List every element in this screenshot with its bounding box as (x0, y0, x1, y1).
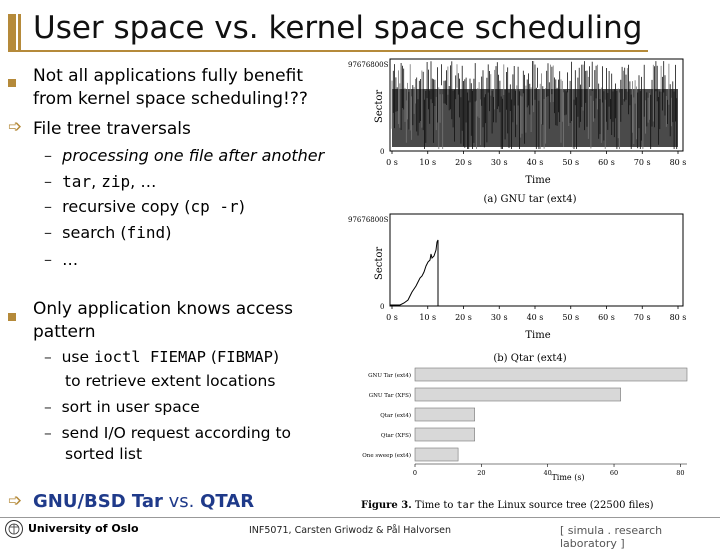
plot-a-tick-label: 80 s (670, 158, 687, 167)
bar (414, 407, 476, 422)
sub-bullet-5: – … (44, 250, 79, 269)
plot-a-tick-label: 0 s (386, 158, 398, 167)
plot-a-ymax: 97676800S (348, 61, 389, 69)
bar-chart-tick-label: 60 (610, 469, 618, 477)
page-title: User space vs. kernel space scheduling (33, 10, 643, 46)
bar (414, 387, 621, 402)
plot-b-tick-label: 30 s (491, 313, 508, 322)
plot-b-tick-label: 0 s (386, 313, 398, 322)
figure-caption: Figure 3. Time to tar the Linux source t… (361, 500, 654, 510)
plot-a-caption: (a) GNU tar (ext4) (484, 194, 577, 205)
plot-b-caption: (b) Qtar (ext4) (493, 353, 566, 364)
plot-b-tick-label: 10 s (419, 313, 436, 322)
bar-label: GNU Tar (XFS) (369, 392, 411, 399)
gnu-tar-label: GNU/BSD Tar (33, 491, 163, 512)
bar (414, 367, 688, 382)
plot-b-ymax: 97676800S (348, 216, 389, 224)
code-fibmap: FIBMAP (216, 348, 273, 366)
dash-icon: – (44, 146, 63, 165)
course-info: INF5071, Carsten Griwodz & Pål Halvorsen (249, 525, 452, 536)
plot-b-tick-label: 80 s (670, 313, 687, 322)
bar (414, 447, 459, 462)
plot-b-tick-label: 20 s (455, 313, 472, 322)
bar-chart-tick-label: 80 (676, 469, 684, 477)
plot-a-y0: 0 (380, 148, 384, 156)
plot-b-y0: 0 (380, 303, 384, 311)
plot-a-xlabel: Time (525, 175, 550, 186)
bullet-square (8, 72, 16, 91)
dash-icon: – (44, 197, 63, 216)
plot-b-xlabel: Time (525, 330, 550, 341)
bullet-2-text: File tree traversals (33, 119, 191, 139)
bar-chart-xlabel: Time (s) (551, 473, 584, 482)
sub-bullet-4: – search (find) (44, 223, 172, 242)
qtar-label: QTAR (200, 491, 255, 512)
bar-chart-tick-label: 40 (544, 469, 552, 477)
code-tar: tar (62, 172, 92, 191)
bar-chart-tar-times: GNU Tar (ext4) GNU Tar (XFS) Qtar (ext4) Qt… (361, 367, 688, 510)
plot-a-ylabel: Sector (374, 90, 385, 123)
code-find: find (126, 223, 166, 242)
sub-bullet-8-line2: sorted list (65, 445, 143, 463)
plot-a-tick-label: 30 s (491, 158, 508, 167)
title-accent-bar (8, 14, 16, 52)
bullet-1-text: Not all applications fully benefit from … (33, 66, 308, 109)
bar-label: Qtar (XFS) (381, 432, 411, 439)
title-accent-bar-thin (18, 14, 21, 52)
plot-qtar: 97676800S 0 Sector 0 s 10 s 20 s 30 s 40 s 50… (348, 213, 686, 364)
plot-b-tick-label: 50 s (562, 313, 579, 322)
plot-a-frame (389, 58, 684, 152)
sub-bullet-6-line2: to retrieve extent locations (65, 372, 276, 390)
sub-bullet-8: – send I/O request according to (44, 424, 291, 442)
dash-icon: – (44, 250, 63, 269)
plot-gnu-tar: 97676800S 0 Sector 0 s 10 s 20 s 30 s 40 s 50… (348, 58, 686, 205)
dash-icon: – (44, 348, 62, 366)
bar-label: Qtar (ext4) (380, 412, 411, 419)
plot-b-tick-label: 70 s (634, 313, 651, 322)
dash-icon: – (44, 398, 62, 416)
bullet-3-text: Only application knows access pattern (33, 299, 293, 342)
sub-bullet-1: – processing one file after another (44, 145, 324, 166)
bullet-4: GNU/BSD Tar vs. QTAR (33, 491, 255, 512)
dash-icon: – (44, 172, 63, 191)
code-cp: cp -r (190, 197, 239, 216)
bar-label: One sweep (ext4) (362, 452, 411, 459)
title-underline (8, 50, 648, 52)
plot-b-tick-label: 60 s (598, 313, 615, 322)
bar-chart-tick-label: 0 (413, 469, 417, 477)
plot-b-tick-label: 40 s (527, 313, 544, 322)
sub-bullet-2: – tar, zip, … (44, 172, 157, 191)
arrow-bullet-icon: ➩ (8, 491, 23, 511)
bar-chart-marks: GNU Tar (ext4) GNU Tar (XFS) Qtar (ext4) Qt… (362, 367, 688, 477)
sub-bullet-3: – recursive copy (cp -r) (44, 197, 245, 216)
bar-label: GNU Tar (ext4) (368, 372, 411, 379)
plot-b-trace (390, 239, 439, 306)
plot-a-tick-label: 40 s (527, 158, 544, 167)
sub-bullet-6: – use ioctl FIEMAP (FIBMAP) (44, 348, 280, 366)
plot-b-ticks: 0 s 10 s 20 s 30 s 40 s 50 s 60 s 70 s 80 s (386, 306, 686, 322)
code-zip: zip (101, 172, 131, 191)
plot-a-tick-label: 20 s (455, 158, 472, 167)
bullet-square (8, 306, 16, 325)
plot-a-tick-label: 60 s (598, 158, 615, 167)
arrow-bullet-icon: ➩ (8, 117, 23, 137)
dash-icon: – (44, 223, 63, 242)
bar-chart-tick-label: 20 (477, 469, 485, 477)
bar (414, 427, 476, 442)
code-ioctl: ioctl FIEMAP (93, 348, 206, 366)
sub-bullet-7: – sort in user space (44, 398, 200, 416)
plot-a-ticks: 0 s 10 s 20 s 30 s 40 s 50 s 60 s 70 s 80 s (386, 151, 686, 167)
plot-a-scatter (391, 61, 678, 149)
plot-a-tick-label: 10 s (419, 158, 436, 167)
plot-b-ylabel: Sector (374, 247, 385, 280)
sub-bullet-1-text: processing one file after another (62, 146, 325, 165)
dash-icon: – (44, 424, 62, 442)
footer-divider (0, 517, 720, 518)
simula-logo-text: [ simula . research laboratory ] (560, 524, 663, 550)
university-seal-icon (5, 520, 23, 538)
plot-b-frame (389, 213, 684, 307)
plot-a-tick-label: 70 s (634, 158, 651, 167)
plot-a-tick-label: 50 s (562, 158, 579, 167)
university-name: University of Oslo (28, 522, 139, 535)
